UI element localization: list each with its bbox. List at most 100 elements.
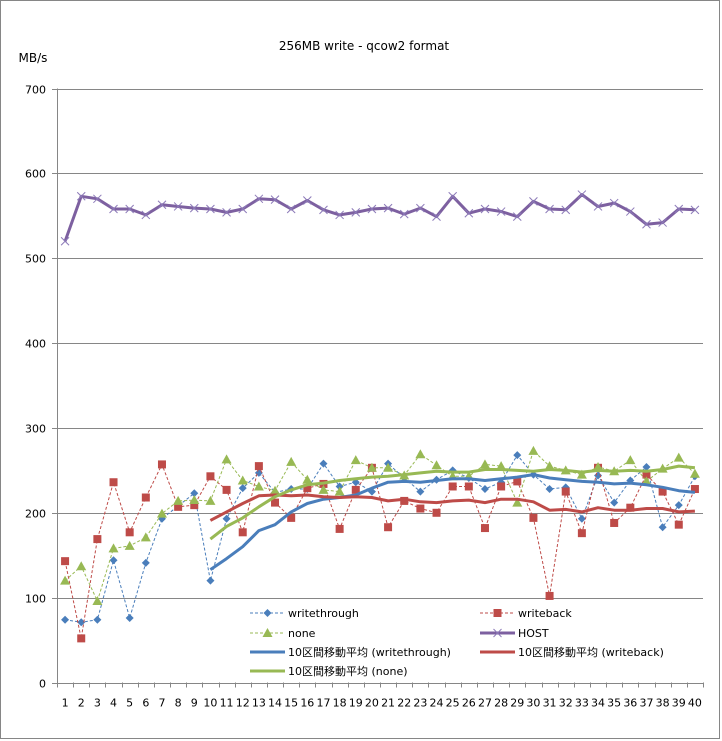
data-point [221, 454, 232, 464]
x-tick-label: 4 [110, 697, 117, 710]
data-point [61, 615, 70, 624]
data-point [222, 208, 231, 217]
series-moving-average-10-none [209, 464, 696, 541]
data-point [125, 528, 134, 537]
x-tick-label: 9 [191, 697, 198, 710]
y-axis-label: MB/s [19, 51, 48, 65]
data-point [593, 202, 603, 211]
data-point [205, 495, 216, 505]
x-tick-label: 34 [591, 697, 605, 710]
data-point [334, 486, 345, 496]
data-point [61, 557, 70, 566]
legend-marker [263, 609, 272, 617]
data-point [431, 460, 442, 470]
data-point [496, 207, 506, 216]
data-point [479, 459, 490, 469]
data-point [60, 236, 70, 246]
data-point [383, 203, 393, 213]
data-point [173, 202, 183, 211]
data-point [593, 461, 604, 471]
legend-item: writeback [480, 607, 572, 620]
legend-item: writethrough [250, 607, 359, 620]
y-tick-label: 100 [25, 593, 46, 606]
data-point [238, 528, 247, 537]
x-tick-label: 20 [365, 697, 379, 710]
data-point [625, 207, 635, 216]
data-point [157, 460, 166, 469]
x-tick-label: 8 [175, 697, 182, 710]
data-point [92, 596, 103, 606]
x-tick-label: 37 [639, 697, 653, 710]
data-point [270, 485, 281, 495]
data-point [448, 482, 457, 491]
x-tick-label: 35 [607, 697, 621, 710]
data-point [319, 459, 328, 468]
data-point [366, 462, 377, 472]
series-group [60, 190, 700, 643]
data-point [625, 455, 636, 465]
data-point [108, 543, 119, 553]
x-tick-label: 11 [220, 697, 234, 710]
x-tick-label: 10 [203, 697, 217, 710]
data-point [416, 487, 425, 496]
data-point [156, 508, 167, 518]
legend-item: none [250, 627, 316, 640]
x-tick-label: 12 [236, 697, 250, 710]
series-line [65, 454, 696, 623]
x-axis: 1 2 3 4 5 6 7 8 9 10 11 12 13 14 15 16 17 18 19 20 21 22 23 24 2… [57, 682, 704, 710]
data-point [174, 502, 183, 511]
data-point [190, 489, 199, 498]
data-point [76, 191, 86, 201]
data-point [545, 485, 554, 494]
x-tick-label: 30 [526, 697, 540, 710]
data-point [125, 614, 134, 623]
data-point [689, 468, 700, 478]
x-tick-label: 31 [543, 697, 557, 710]
data-point [674, 520, 683, 529]
data-point [318, 484, 329, 494]
data-point [60, 575, 71, 585]
data-point [350, 455, 361, 465]
data-point [513, 477, 522, 486]
data-point [319, 205, 328, 215]
data-point [254, 462, 263, 471]
data-point [189, 203, 199, 213]
x-tick-label: 28 [494, 697, 508, 710]
x-tick-label: 14 [268, 697, 282, 710]
series-line [209, 493, 695, 522]
data-point [626, 503, 635, 512]
data-point [416, 504, 425, 513]
data-point [399, 209, 409, 219]
x-tick-label: 23 [413, 697, 427, 710]
x-tick-label: 25 [446, 697, 460, 710]
data-point [674, 501, 683, 510]
data-point [124, 540, 135, 550]
data-point [351, 485, 360, 494]
data-point [529, 197, 538, 206]
x-tick-label: 5 [126, 697, 133, 710]
data-point [512, 497, 523, 507]
data-point [287, 513, 296, 522]
x-tick-label: 15 [284, 697, 298, 710]
data-point [384, 523, 393, 532]
series-line [209, 464, 696, 541]
legend-item: 10区間移動平均 (writeback) [480, 645, 664, 659]
data-point [238, 204, 248, 214]
data-point [529, 513, 538, 522]
x-tick-label: 26 [462, 697, 476, 710]
data-point [674, 204, 684, 214]
data-point [594, 471, 603, 480]
data-point [610, 518, 619, 527]
x-tick-label: 24 [430, 697, 444, 710]
data-point [77, 618, 86, 627]
data-point [109, 204, 118, 214]
y-tick-label: 0 [39, 678, 46, 691]
legend-label: 10区間移動平均 (none) [288, 664, 408, 678]
data-point [109, 478, 118, 487]
data-point [496, 461, 507, 471]
data-point [448, 191, 458, 201]
data-point [237, 475, 248, 485]
data-point [561, 487, 570, 496]
y-tick-label: 300 [25, 423, 46, 436]
data-point [561, 205, 571, 215]
